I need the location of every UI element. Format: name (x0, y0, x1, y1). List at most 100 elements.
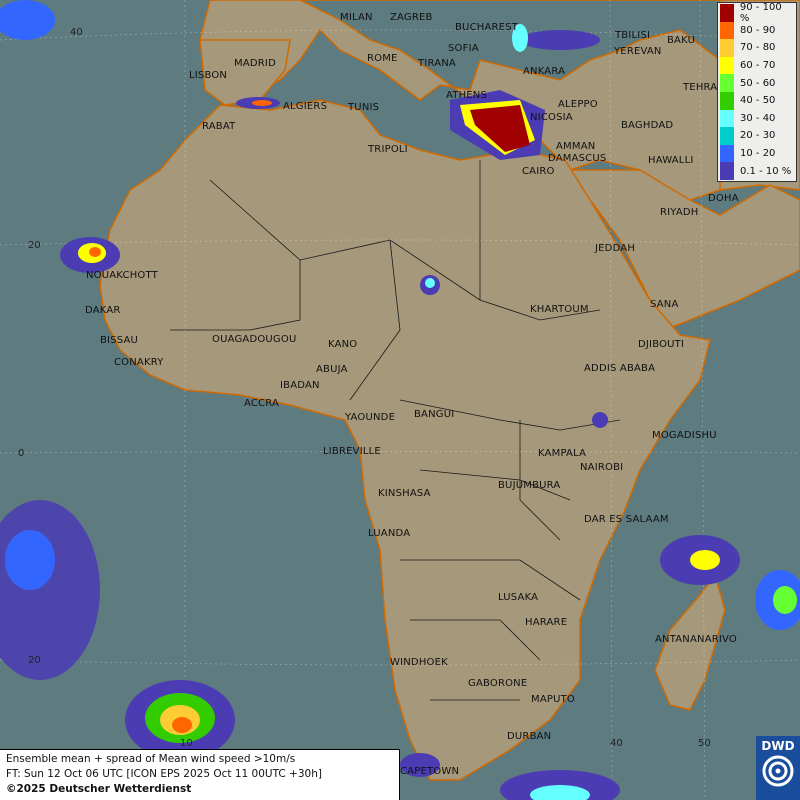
legend-swatch (720, 39, 734, 57)
legend-item: 90 - 100 % (720, 1, 794, 24)
legend-label: 90 - 100 % (739, 1, 782, 24)
legend-swatch (720, 56, 734, 75)
city-label: LUSAKA (498, 592, 539, 603)
city-label: TBILISI (615, 30, 651, 41)
city-label: OUAGADOUGOU (212, 334, 297, 345)
city-label: CONAKRY (114, 357, 164, 368)
legend-label: 50 - 60 (740, 77, 776, 89)
city-label: HAWALLI (648, 155, 694, 166)
country-borders (170, 160, 621, 701)
swirl-icon (762, 755, 794, 787)
graticule-label: 40 (610, 738, 623, 749)
city-label: ALEPPO (558, 99, 598, 110)
city-label: ZAGREB (390, 12, 433, 23)
city-label: DAKAR (85, 305, 121, 316)
city-label: KAMPALA (538, 448, 587, 459)
city-label: LISBON (189, 70, 228, 81)
dwd-logo-text: DWD (761, 739, 795, 753)
city-label: BUJUMBURA (498, 480, 561, 491)
legend-item: 50 - 60 (720, 74, 794, 92)
legend-swatch (720, 74, 734, 92)
city-label: KHARTOUM (530, 304, 589, 315)
graticule-label: 40 (70, 27, 83, 38)
city-label: NICOSIA (530, 112, 573, 123)
legend-swatch (720, 162, 734, 180)
city-label: TIRANA (418, 58, 456, 69)
city-label: TUNIS (348, 102, 380, 113)
city-label: IBADAN (280, 380, 320, 391)
city-label: KINSHASA (378, 488, 431, 499)
city-label: ACCRA (244, 398, 280, 409)
legend-swatch (720, 127, 734, 145)
city-label: DOHA (708, 193, 739, 204)
city-label: SOFIA (448, 43, 479, 54)
graticule-label: 0 (18, 448, 25, 459)
legend-item: 80 - 90 (720, 21, 794, 40)
city-label: LIBREVILLE (323, 446, 381, 457)
legend-swatch (720, 21, 734, 40)
city-label: BAKU (667, 35, 696, 46)
graticule-label: 20 (28, 655, 41, 666)
city-label: JEDDAH (595, 243, 636, 254)
city-label: YEREVAN (614, 46, 662, 57)
legend-swatch (720, 91, 734, 110)
legend-label: 10 - 20 (740, 148, 776, 160)
legend: 90 - 100 % 80 - 90 70 - 80 60 - 70 50 - 60 40… (717, 2, 797, 182)
city-label: CAIRO (522, 166, 555, 177)
legend-item: 20 - 30 (720, 127, 794, 145)
city-label: MAPUTO (531, 694, 575, 705)
city-label: NOUAKCHOTT (86, 270, 158, 281)
city-label: WINDHOEK (390, 657, 448, 668)
city-label: ADDIS ABABA (584, 363, 656, 374)
legend-label: 30 - 40 (740, 112, 776, 124)
city-label: NAIROBI (580, 462, 624, 473)
city-label: ALGIERS (283, 101, 328, 112)
city-label: MADRID (234, 58, 276, 69)
graticule-label: 20 (28, 240, 41, 251)
caption-title: Ensemble mean + spread of Mean wind spee… (6, 753, 296, 765)
caption: Ensemble mean + spread of Mean wind spee… (0, 749, 400, 800)
legend-item: 60 - 70 (720, 56, 794, 75)
legend-label: 40 - 50 (740, 95, 776, 107)
city-label: DAMASCUS (548, 153, 607, 164)
city-label: AMMAN (556, 141, 596, 152)
legend-label: 60 - 70 (740, 60, 776, 72)
city-label: GABORONE (468, 678, 528, 689)
city-label: RABAT (202, 121, 236, 132)
city-label: ROME (367, 53, 398, 64)
caption-copyright: ©2025 Deutscher Wetterdienst (6, 783, 192, 795)
legend-item: 10 - 20 (720, 144, 794, 163)
city-label: BAGHDAD (621, 120, 674, 131)
legend-label: 80 - 90 (740, 24, 776, 36)
legend-label: 20 - 30 (740, 130, 776, 142)
city-label: TRIPOLI (368, 144, 408, 155)
city-label: DURBAN (507, 731, 552, 742)
city-label: SANA (650, 299, 679, 310)
city-label: ATHENS (446, 90, 488, 101)
city-label: CAPETOWN (400, 766, 460, 777)
legend-swatch (720, 4, 734, 22)
dwd-logo: DWD (756, 736, 800, 800)
legend-item: 0.1 - 10 % (720, 162, 794, 180)
legend-label: 0.1 - 10 % (740, 165, 792, 177)
city-label: ABUJA (316, 364, 348, 375)
city-label: BISSAU (100, 335, 139, 346)
city-label: LUANDA (368, 528, 411, 539)
city-label: DJIBOUTI (638, 339, 685, 350)
city-label: RIYADH (660, 207, 699, 218)
legend-swatch (720, 144, 734, 163)
caption-forecast-time: FT: Sun 12 Oct 06 UTC [ICON EPS 2025 Oct… (6, 768, 322, 780)
city-label: YAOUNDE (345, 412, 396, 423)
city-label: BANGUI (414, 409, 455, 420)
city-label: DAR ES SALAAM (584, 514, 669, 525)
legend-item: 40 - 50 (720, 91, 794, 110)
graticule-label: 50 (698, 738, 711, 749)
graticule-label: 10 (180, 738, 193, 749)
legend-item: 70 - 80 (720, 39, 794, 57)
city-label: MILAN (340, 12, 373, 23)
city-label: BUCHAREST (455, 22, 519, 33)
city-label: KANO (328, 339, 358, 350)
legend-item: 30 - 40 (720, 109, 794, 128)
city-label: MOGADISHU (652, 430, 717, 441)
